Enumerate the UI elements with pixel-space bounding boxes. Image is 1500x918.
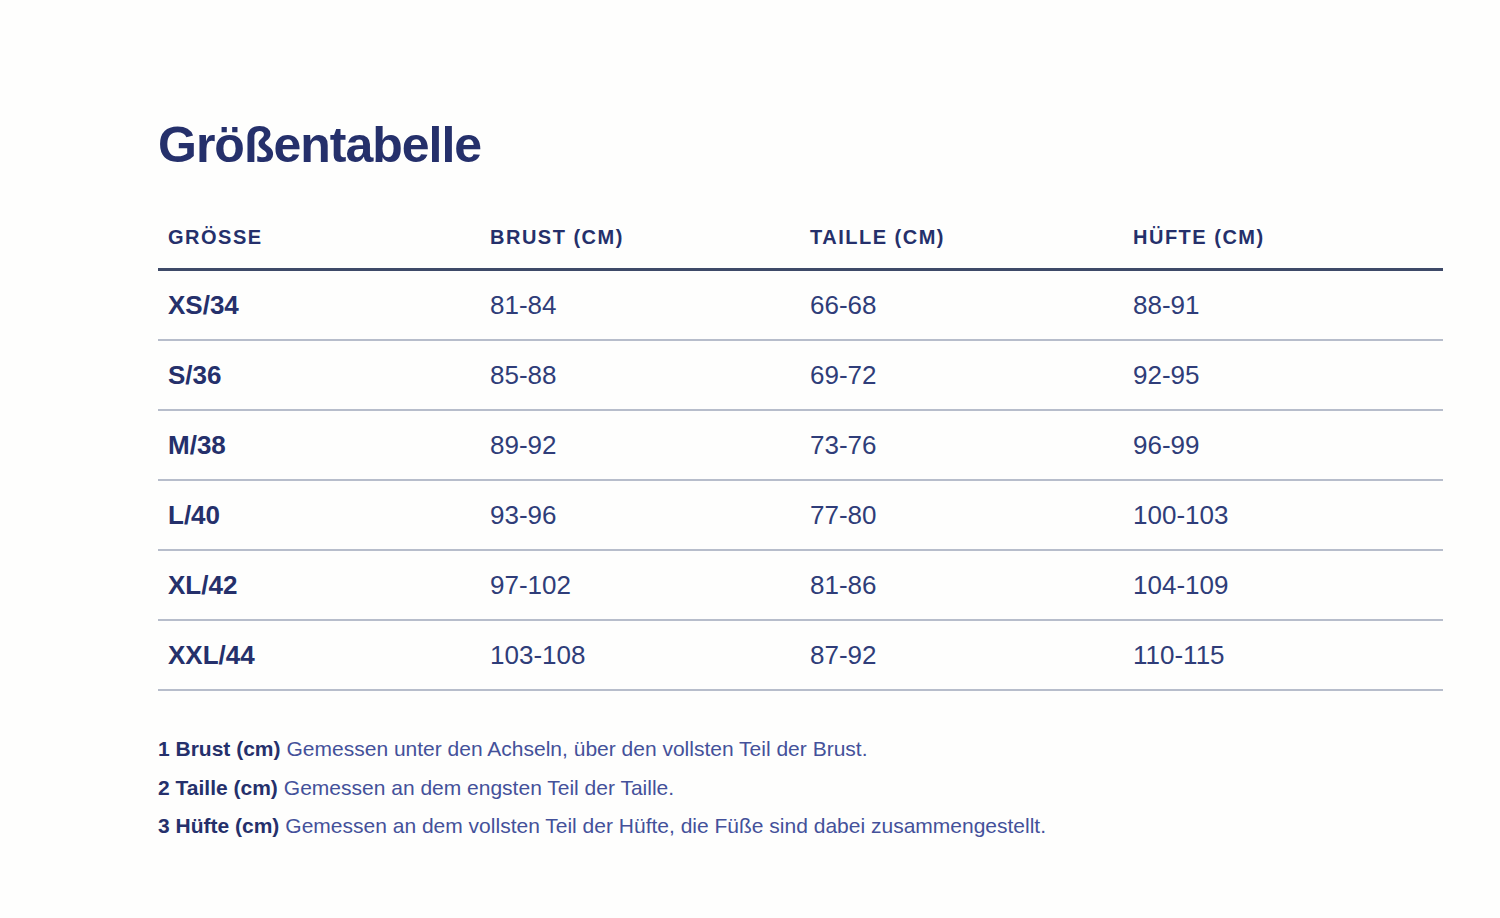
brust-value: 93-96 <box>480 500 800 531</box>
size-label: M/38 <box>158 430 480 461</box>
column-header-brust: BRUST (CM) <box>480 226 800 249</box>
taille-value: 73-76 <box>800 430 1123 461</box>
huefte-value: 88-91 <box>1123 290 1443 321</box>
brust-value: 89-92 <box>480 430 800 461</box>
taille-value: 66-68 <box>800 290 1123 321</box>
huefte-value: 104-109 <box>1123 570 1443 601</box>
huefte-value: 92-95 <box>1123 360 1443 391</box>
size-label: XS/34 <box>158 290 480 321</box>
footnote-taille-label: 2 Taille (cm) <box>158 776 278 799</box>
taille-value: 77-80 <box>800 500 1123 531</box>
brust-value: 97-102 <box>480 570 800 601</box>
page-title: Größentabelle <box>158 116 481 174</box>
size-table: GRÖSSE BRUST (CM) TAILLE (CM) HÜFTE (CM)… <box>158 212 1443 691</box>
footnote-huefte-label: 3 Hüfte (cm) <box>158 814 279 837</box>
column-header-taille: TAILLE (CM) <box>800 226 1123 249</box>
footnote-brust: 1 Brust (cm) Gemessen unter den Achseln, … <box>158 730 1358 769</box>
huefte-value: 96-99 <box>1123 430 1443 461</box>
table-row: L/40 93-96 77-80 100-103 <box>158 481 1443 551</box>
size-label: XXL/44 <box>158 640 480 671</box>
table-row: XS/34 81-84 66-68 88-91 <box>158 271 1443 341</box>
huefte-value: 100-103 <box>1123 500 1443 531</box>
huefte-value: 110-115 <box>1123 640 1443 671</box>
footnote-brust-label: 1 Brust (cm) <box>158 737 281 760</box>
size-chart-page: Größentabelle GRÖSSE BRUST (CM) TAILLE (… <box>0 0 1500 918</box>
brust-value: 81-84 <box>480 290 800 321</box>
taille-value: 81-86 <box>800 570 1123 601</box>
brust-value: 85-88 <box>480 360 800 391</box>
footnote-brust-text: Gemessen unter den Achseln, über den vol… <box>287 737 868 760</box>
size-label: XL/42 <box>158 570 480 601</box>
brust-value: 103-108 <box>480 640 800 671</box>
taille-value: 69-72 <box>800 360 1123 391</box>
size-label: L/40 <box>158 500 480 531</box>
size-label: S/36 <box>158 360 480 391</box>
column-header-huefte: HÜFTE (CM) <box>1123 226 1443 249</box>
table-row: S/36 85-88 69-72 92-95 <box>158 341 1443 411</box>
measurement-footnotes: 1 Brust (cm) Gemessen unter den Achseln, … <box>158 730 1358 846</box>
footnote-taille-text: Gemessen an dem engsten Teil der Taille. <box>284 776 674 799</box>
footnote-huefte-text: Gemessen an dem vollsten Teil der Hüfte,… <box>285 814 1046 837</box>
taille-value: 87-92 <box>800 640 1123 671</box>
table-row: M/38 89-92 73-76 96-99 <box>158 411 1443 481</box>
column-header-groesse: GRÖSSE <box>158 226 480 249</box>
footnote-taille: 2 Taille (cm) Gemessen an dem engsten Tei… <box>158 769 1358 808</box>
table-row: XL/42 97-102 81-86 104-109 <box>158 551 1443 621</box>
footnote-huefte: 3 Hüfte (cm) Gemessen an dem vollsten Tei… <box>158 807 1358 846</box>
table-header-row: GRÖSSE BRUST (CM) TAILLE (CM) HÜFTE (CM) <box>158 212 1443 271</box>
table-row: XXL/44 103-108 87-92 110-115 <box>158 621 1443 691</box>
